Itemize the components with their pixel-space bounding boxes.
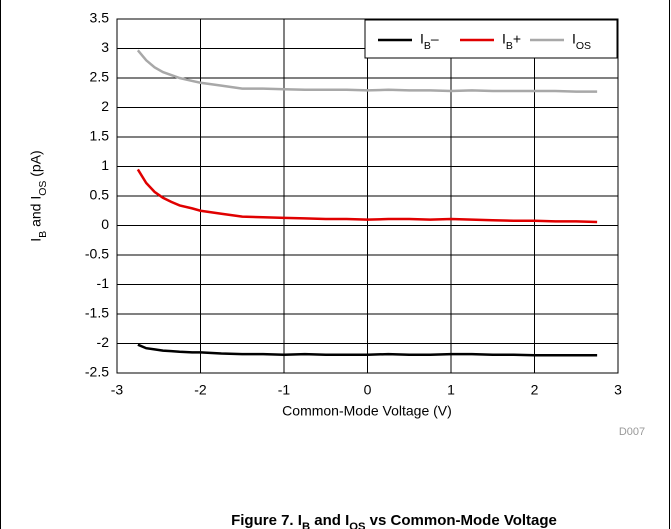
- x-tick-label: -2: [194, 382, 207, 398]
- series-line: [137, 343, 598, 357]
- annotation: D007: [619, 426, 645, 438]
- y-tick-label: 3: [101, 39, 109, 55]
- y-tick-label: 1.5: [90, 128, 110, 144]
- y-tick-label: -2: [97, 334, 110, 350]
- series-line: [136, 49, 598, 93]
- series-line: [136, 168, 598, 224]
- x-tick-label: -3: [111, 382, 124, 398]
- y-tick-label: 0: [101, 216, 109, 232]
- y-tick-label: 1: [101, 157, 109, 173]
- x-tick-label: 2: [531, 382, 539, 398]
- x-tick-label: 3: [614, 382, 622, 398]
- y-tick-label: -2.5: [85, 364, 109, 380]
- x-tick-label: 1: [447, 382, 455, 398]
- x-tick-label: -1: [278, 382, 291, 398]
- y-tick-label: -1.5: [85, 305, 109, 321]
- y-tick-label: -1: [97, 275, 110, 291]
- y-tick-label: -0.5: [85, 246, 109, 262]
- x-axis-label: Common-Mode Voltage (V): [282, 403, 452, 419]
- caption: Figure 7. IB and IOS vs Common-Mode Volt…: [231, 512, 557, 529]
- y-tick-label: 3.5: [90, 10, 110, 26]
- x-tick-label: 0: [364, 382, 372, 398]
- y-tick-label: 2: [101, 98, 109, 114]
- y-tick-label: 2.5: [90, 69, 110, 85]
- y-axis-label: IB and IOS (pA): [28, 150, 49, 241]
- y-tick-label: 0.5: [90, 187, 110, 203]
